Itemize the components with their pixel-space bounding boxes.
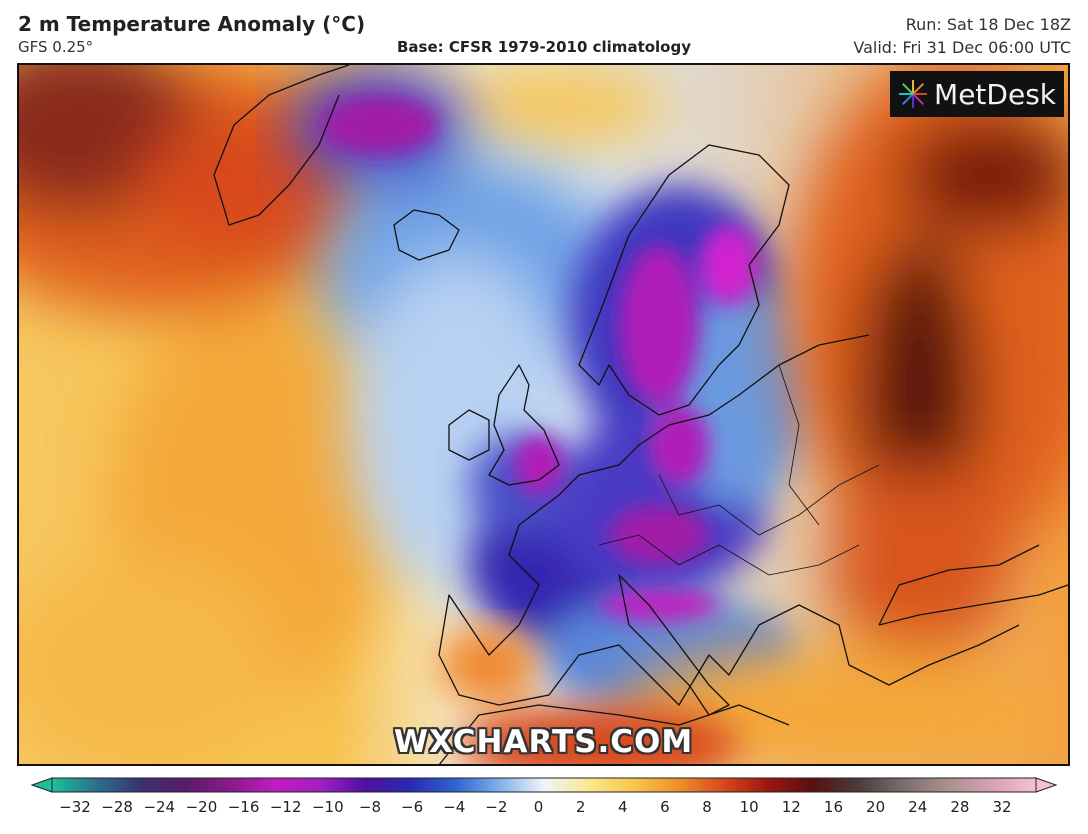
extreme-cold-cells (319, 95, 759, 621)
colorbar-tick-label: 10 (739, 798, 759, 816)
colorbar-tick-label: −16 (227, 798, 260, 816)
colorbar-tick-label: −20 (185, 798, 218, 816)
colorbar-max-extend-arrow (1035, 777, 1058, 793)
colorbar-tick-label: −6 (401, 798, 424, 816)
colorbar-tick-label: 8 (702, 798, 712, 816)
wxcharts-watermark: WXCHARTS.COM (393, 724, 694, 760)
colorbar-tick-label: 32 (992, 798, 1012, 816)
valid-time-label: Valid: Fri 31 Dec 06:00 UTC (853, 38, 1071, 57)
colorbar-tick-label: 6 (660, 798, 670, 816)
colorbar-tick-label: −4 (443, 798, 466, 816)
colorbar-tick-label: 24 (908, 798, 928, 816)
anomaly-map[interactable]: MetDesk WXCHARTS.COM (17, 63, 1070, 766)
colorbar-tick-label: −28 (101, 798, 133, 816)
colorbar-tick-label: −12 (269, 798, 302, 816)
colorbar-strip (30, 777, 1058, 793)
run-time-label: Run: Sat 18 Dec 18Z (905, 15, 1071, 34)
map-canvas (19, 65, 1068, 764)
metdesk-logo-text: MetDesk (934, 77, 1056, 111)
metdesk-logo: MetDesk (890, 71, 1064, 117)
metdesk-burst-icon (898, 79, 928, 109)
colorbar-tick-label: 16 (823, 798, 843, 816)
climatology-base-label: Base: CFSR 1979-2010 climatology (396, 38, 692, 56)
colorbar-tick-label: 0 (533, 798, 544, 816)
colorbar-tick-label: 12 (781, 798, 801, 816)
model-label: GFS 0.25° (18, 38, 94, 56)
colorbar-tick-label: 4 (617, 798, 628, 816)
colorbar-tick-label: −8 (358, 798, 382, 816)
colorbar-tick-label: 28 (950, 798, 970, 816)
chart-title: 2 m Temperature Anomaly (°C) (18, 12, 366, 36)
colorbar-min-extend-arrow (30, 777, 53, 793)
colorbar-tick-label: −24 (143, 798, 176, 816)
colorbar-tick-label: 2 (575, 798, 586, 816)
colorbar-gradient (51, 777, 1037, 793)
colorbar-tick-label: −10 (311, 798, 344, 816)
colorbar-tick-label: −2 (485, 798, 508, 816)
colorbar: −32 −28 −24 −20 −16 −12 −10 −8 −6 −4 −2 0 2 4 6 8 10 12 16… (30, 774, 1058, 834)
colorbar-tick-label: −32 (59, 798, 91, 816)
warm-anomaly-east (619, 65, 1068, 764)
coastlines (213, 65, 1068, 764)
warm-anomaly-west (19, 65, 669, 764)
warm-anomaly-south (439, 625, 739, 764)
colorbar-tick-label: 20 (866, 798, 886, 816)
